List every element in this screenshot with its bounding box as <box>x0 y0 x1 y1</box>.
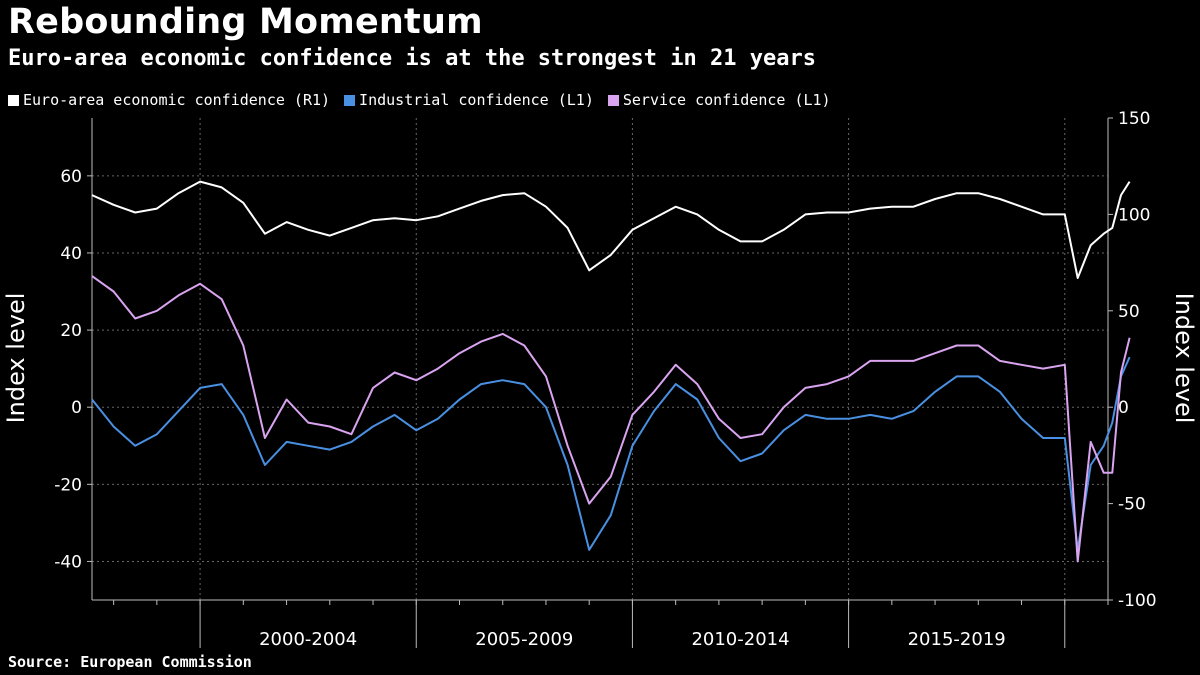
series-line-0 <box>91 180 1131 279</box>
legend-label-economic-confidence: Euro-area economic confidence (R1) <box>23 91 331 109</box>
x-tick-label: 2000-2004 <box>259 629 357 650</box>
right-tick-label: -50 <box>1118 495 1146 515</box>
left-axis-label: Index level <box>2 293 30 424</box>
legend-swatch-industrial-confidence <box>344 94 356 106</box>
left-tick-label: -40 <box>54 552 82 572</box>
axes <box>87 117 1113 648</box>
x-tick-label: 2015-2019 <box>908 629 1006 650</box>
legend-item-economic-confidence: Euro-area economic confidence (R1) <box>8 91 330 109</box>
legend-swatch-service-confidence <box>607 94 619 106</box>
left-tick-label: 0 <box>71 398 82 418</box>
right-tick-label: 150 <box>1118 109 1150 129</box>
grid-lines <box>92 118 1108 600</box>
right-tick-label: -100 <box>1118 591 1157 611</box>
left-tick-label: 40 <box>60 244 82 264</box>
chart-title: Rebounding Momentum <box>8 2 483 42</box>
legend: Euro-area economic confidence (R1) Indus… <box>8 91 831 109</box>
series-line-1 <box>91 356 1131 551</box>
legend-swatch-economic-confidence <box>8 94 19 106</box>
left-tick-label: 20 <box>60 321 82 341</box>
legend-label-service-confidence: Service confidence (L1) <box>622 91 831 109</box>
legend-item-industrial-confidence: Industrial confidence (L1) <box>344 91 594 109</box>
source-note: Source: European Commission <box>8 653 252 671</box>
left-tick-label: -20 <box>54 475 82 495</box>
right-tick-label: 0 <box>1118 398 1129 418</box>
right-tick-label: 100 <box>1118 205 1150 225</box>
right-tick-label: 50 <box>1118 302 1140 322</box>
series-lines <box>91 180 1131 563</box>
series-line-2 <box>91 275 1131 563</box>
chart-subtitle: Euro-area economic confidence is at the … <box>8 46 816 71</box>
left-tick-label: 60 <box>60 167 82 187</box>
right-axis-label: Index level <box>1170 293 1198 424</box>
x-tick-label: 2010-2014 <box>691 629 789 650</box>
legend-label-industrial-confidence: Industrial confidence (L1) <box>359 91 594 109</box>
tick-labels: 60 40 20 0 -20 -40 150 100 50 0 -50 -100 2000-2004 20… <box>54 109 1156 650</box>
x-tick-label: 2005-2009 <box>475 629 573 650</box>
legend-item-service-confidence: Service confidence (L1) <box>607 91 831 109</box>
